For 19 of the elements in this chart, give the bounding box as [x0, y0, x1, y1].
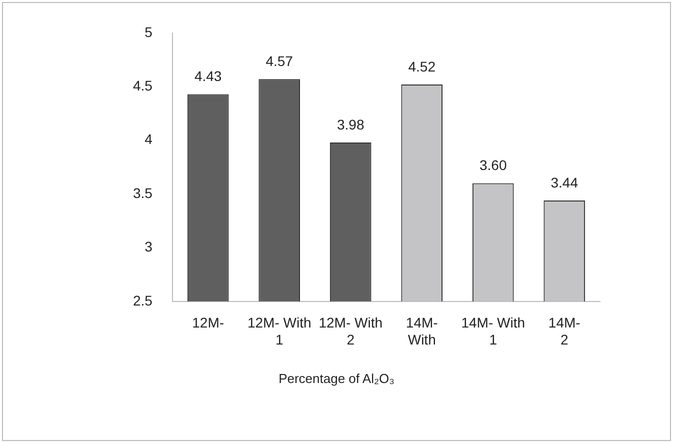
data-label: 3.44 — [550, 174, 578, 190]
x-tick-label: 12M- — [192, 314, 224, 331]
y-tick-label: 2.5 — [132, 292, 153, 308]
y-tick-label: 3 — [144, 238, 153, 255]
data-label: 3.60 — [479, 157, 507, 174]
x-tick-label: 14M- 2 — [548, 314, 581, 348]
x-tick-label: 14M- With — [406, 314, 438, 348]
y-tick-label: 5 — [144, 24, 153, 40]
data-label: 4.43 — [194, 68, 222, 84]
y-tick-label: 4 — [144, 131, 153, 148]
data-label: 3.98 — [336, 116, 364, 132]
x-axis-title: Percentage of Al₂O₃ — [278, 371, 396, 386]
x-tick-label: 12M- With 2 — [318, 314, 382, 348]
y-tick-label: 4.5 — [132, 78, 153, 94]
y-tick-label: 3.5 — [132, 184, 153, 201]
x-tick-label: 12M- With 1 — [247, 314, 312, 348]
x-tick-label: 14M- With 1 — [461, 314, 526, 348]
data-label: 4.52 — [408, 58, 436, 74]
data-label: 4.57 — [266, 53, 294, 70]
